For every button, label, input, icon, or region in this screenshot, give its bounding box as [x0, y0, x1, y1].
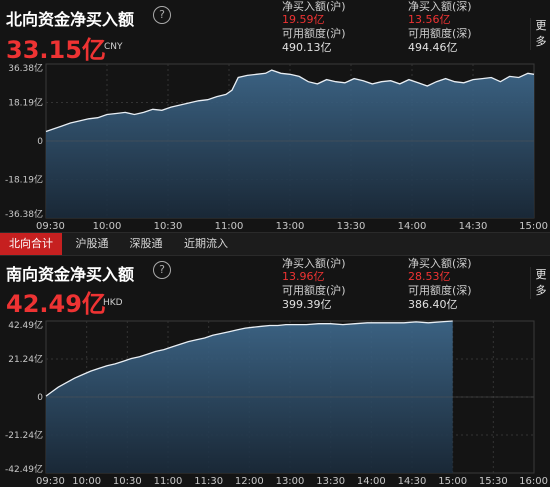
south-sh-quota-value: 399.39亿	[282, 298, 332, 311]
south-title: 南向资金净买入额	[6, 265, 135, 284]
y-tick-label: -36.38亿	[5, 208, 43, 220]
x-tick-label: 11:00	[215, 221, 244, 232]
tab-shanghai-connect[interactable]: 沪股通	[75, 237, 109, 250]
x-tick-label: 10:30	[113, 476, 142, 487]
north-sz-quota-label: 可用额度(深)	[408, 27, 472, 40]
x-tick-label: 14:30	[459, 221, 488, 232]
more-label: 更多	[535, 268, 547, 297]
x-tick-label: 09:30	[36, 221, 65, 232]
south-sz-quota-value: 386.40亿	[408, 298, 458, 311]
x-tick-label: 16:00	[519, 476, 548, 487]
x-tick-label: 15:00	[519, 221, 548, 232]
north-sh-net-label: 净买入额(沪)	[282, 0, 346, 13]
north-sz-net-value: 13.56亿	[408, 13, 451, 26]
y-tick-label: -42.49亿	[5, 463, 43, 475]
help-icon[interactable]: ?	[153, 261, 171, 279]
y-tick-label: 0	[37, 137, 43, 147]
x-tick-label: 14:00	[398, 221, 427, 232]
y-tick-label: 18.19亿	[8, 97, 43, 109]
south-more-button[interactable]: 更多	[530, 267, 550, 299]
x-tick-label: 11:30	[194, 476, 223, 487]
north-sz-net-label: 净买入额(深)	[408, 0, 472, 13]
x-tick-label: 10:00	[72, 476, 101, 487]
south-sh-net-value: 13.96亿	[282, 270, 325, 283]
help-icon[interactable]: ?	[153, 6, 171, 24]
x-tick-label: 11:00	[154, 476, 183, 487]
tab-shenzhen-connect[interactable]: 深股通	[129, 237, 163, 250]
southbound-panel: 南向资金净买入额 ? 42.49亿 HKD 净买入额(沪) 13.96亿 可用额…	[0, 257, 550, 487]
x-tick-label: 13:30	[316, 476, 345, 487]
area-fill	[46, 70, 534, 218]
north-title: 北向资金净买入额	[6, 10, 135, 29]
northbound-panel: 北向资金净买入额 ? 33.15亿 CNY 净买入额(沪) 19.59亿 可用额…	[0, 0, 550, 232]
x-tick-label: 14:00	[357, 476, 386, 487]
x-tick-label: 14:30	[398, 476, 427, 487]
tab-north-total[interactable]: 北向合计	[0, 233, 62, 255]
x-tick-label: 13:00	[276, 476, 305, 487]
y-tick-label: 42.49亿	[8, 319, 43, 331]
y-tick-label: 0	[37, 393, 43, 403]
x-tick-label: 12:00	[235, 476, 264, 487]
series-line	[45, 320, 453, 397]
tab-bar: 北向合计 沪股通 深股通 近期流入	[0, 232, 550, 256]
y-tick-label: 36.38亿	[8, 62, 43, 74]
south-net-value: 42.49亿	[6, 290, 106, 318]
series-line	[45, 69, 535, 133]
north-sh-quota-label: 可用额度(沪)	[282, 27, 346, 40]
y-tick-label: -21.24亿	[5, 429, 43, 441]
x-tick-label: 10:00	[93, 221, 122, 232]
south-sz-net-value: 28.53亿	[408, 270, 451, 283]
y-tick-label: -18.19亿	[5, 174, 43, 186]
north-sz-quota-value: 494.46亿	[408, 41, 458, 54]
x-tick-label: 09:30	[36, 476, 65, 487]
tab-recent-inflow[interactable]: 近期流入	[184, 237, 228, 250]
north-sh-quota-value: 490.13亿	[282, 41, 332, 54]
south-sh-net-label: 净买入额(沪)	[282, 257, 346, 270]
north-net-value: 33.15亿	[6, 36, 106, 64]
south-unit: HKD	[103, 298, 123, 308]
x-tick-label: 10:30	[154, 221, 183, 232]
x-tick-label: 13:30	[337, 221, 366, 232]
south-sh-quota-label: 可用额度(沪)	[282, 284, 346, 297]
south-sz-net-label: 净买入额(深)	[408, 257, 472, 270]
south-sz-quota-label: 可用额度(深)	[408, 284, 472, 297]
north-unit: CNY	[104, 42, 123, 52]
north-sh-net-value: 19.59亿	[282, 13, 325, 26]
x-tick-label: 13:00	[276, 221, 305, 232]
more-label: 更多	[535, 19, 547, 48]
x-tick-label: 15:00	[438, 476, 467, 487]
north-more-button[interactable]: 更多	[530, 18, 550, 50]
x-tick-label: 15:30	[479, 476, 508, 487]
y-tick-label: 21.24亿	[8, 353, 43, 365]
